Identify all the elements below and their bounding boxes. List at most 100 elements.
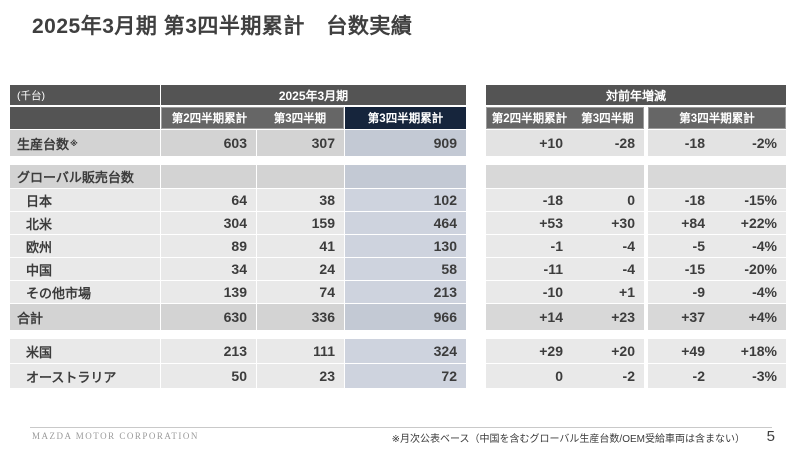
table-row: -10 +1 -9 -4% [486,281,786,303]
yoy-cell-group: +49 +18% [648,339,786,363]
yoy-column-header-q3: 第3四半期 [581,113,634,125]
row-label: 欧州 [10,235,160,257]
volume-table-body: 生産台数 ※ 603 307 909 グローバル販売台数 日本 64 38 102 北米 304 159… [10,130,466,388]
yoy-value-cell [648,165,714,188]
yoy-value-cell: +37 [648,304,714,330]
row-label-text: 米国 [26,344,53,360]
yoy-value-cell: +84 [648,212,714,234]
yoy-cell-group: +29 +20 [486,339,644,363]
volume-table-header-band: (千台) 2025年3月期 [10,85,466,105]
value-cell: 23 [257,364,344,388]
yoy-value-cell: +1 [572,281,644,303]
yoy-value-cell: -18 [486,189,572,211]
value-cell: 130 [345,235,466,257]
yoy-table-body: +10 -28 -18 -2% -18 0 -18 -15% +53 +30 +84 +22% -1 -4… [486,130,786,388]
fiscal-year-header: 2025年3月期 [161,85,466,105]
value-cell: 111 [257,339,344,363]
value-cell: 24 [257,258,344,280]
company-name: MAZDA MOTOR CORPORATION [32,431,199,441]
yoy-table-header-band: 対前年増減 [486,85,786,105]
yoy-value-cell: 0 [486,364,572,388]
value-cell: 304 [161,212,256,234]
yoy-value-cell: -15 [648,258,714,280]
yoy-value-cell: +53 [486,212,572,234]
yoy-value-cell: -18 [648,130,714,156]
footnote: ※月次公表ベース（中国を含むグローバル生産台数/OEM受給車両は含まない） [391,434,745,445]
value-cell: 74 [257,281,344,303]
row-label-text: 欧州 [26,239,53,255]
value-cell: 159 [257,212,344,234]
yoy-value-cell: -4% [714,235,786,257]
value-cell: 38 [257,189,344,211]
yoy-value-cell: -2 [648,364,714,388]
value-cell: 50 [161,364,256,388]
row-label: オーストラリア [10,364,160,388]
yoy-value-cell: -20% [714,258,786,280]
row-label-text: その他市場 [26,285,92,301]
yoy-cell-group: -2 -3% [648,364,786,388]
value-cell: 966 [345,304,466,330]
yoy-cell-group: -10 +1 [486,281,644,303]
row-label: その他市場 [10,281,160,303]
row-label-text: 中国 [26,262,53,278]
value-cell: 89 [161,235,256,257]
table-row [486,165,786,188]
value-cell: 336 [257,304,344,330]
yoy-table-subheader: 第2四半期累計 第3四半期 第3四半期累計 [486,107,786,129]
table-row: 北米 304 159 464 [10,212,466,234]
value-cell: 34 [161,258,256,280]
yoy-value-cell: +22% [714,212,786,234]
page-title: 2025年3月期 第3四半期累計 台数実績 [32,15,413,38]
yoy-column-header-q3-cumulative: 第3四半期累計 [648,107,786,129]
row-label-text: 北米 [26,216,53,232]
row-label: グローバル販売台数 [10,165,160,188]
table-row: +29 +20 +49 +18% [486,339,786,363]
yoy-value-cell: -5 [648,235,714,257]
value-cell: 102 [345,189,466,211]
table-row: -11 -4 -15 -20% [486,258,786,280]
footer-divider [30,427,772,428]
yoy-value-cell: +30 [572,212,644,234]
yoy-cell-group: -18 0 [486,189,644,211]
yoy-value-cell: -2 [572,364,644,388]
table-row: +14 +23 +37 +4% [486,304,786,330]
value-cell: 139 [161,281,256,303]
yoy-value-cell: -4 [572,235,644,257]
column-header-q3: 第3四半期 [273,113,327,125]
subheader-spacer [10,107,160,129]
value-cell [345,165,466,188]
yoy-cell-group: +10 -28 [486,130,644,156]
yoy-value-cell: -9 [648,281,714,303]
yoy-subheader-group: 第2四半期累計 第3四半期 [486,107,644,129]
value-cell: 41 [257,235,344,257]
row-label-text: オーストラリア [26,369,117,385]
value-cell: 464 [345,212,466,234]
table-row: 0 -2 -2 -3% [486,364,786,388]
table-row: 日本 64 38 102 [10,189,466,211]
row-label-text: 生産台数 [17,136,70,152]
yoy-cell-group: -18 -15% [648,189,786,211]
table-row: -18 0 -18 -15% [486,189,786,211]
row-label: 生産台数 ※ [10,130,160,156]
yoy-column-header-q2-cumulative: 第2四半期累計 [491,113,568,125]
yoy-cell-group [486,165,644,188]
yoy-value-cell: +29 [486,339,572,363]
yoy-value-cell: -18 [648,189,714,211]
value-cell: 213 [345,281,466,303]
yoy-cell-group: +53 +30 [486,212,644,234]
footnote-marker: ※ [70,138,78,148]
yoy-value-cell: -2% [714,130,786,156]
yoy-cell-group: +37 +4% [648,304,786,330]
row-label: 北米 [10,212,160,234]
yoy-value-cell: -15% [714,189,786,211]
yoy-value-cell: +18% [714,339,786,363]
table-row: その他市場 139 74 213 [10,281,466,303]
value-cell: 64 [161,189,256,211]
yoy-value-cell [572,165,644,188]
row-label: 日本 [10,189,160,211]
table-row: 合計 630 336 966 [10,304,466,330]
row-label: 米国 [10,339,160,363]
subheader-group: 第2四半期累計 第3四半期 [161,107,344,129]
yoy-value-cell: -10 [486,281,572,303]
